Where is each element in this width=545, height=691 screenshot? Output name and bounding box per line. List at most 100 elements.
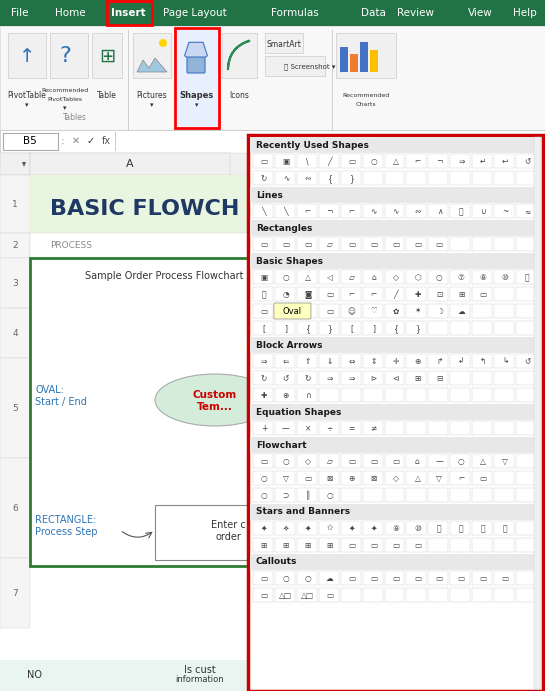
- Bar: [385, 371, 404, 385]
- Text: ○: ○: [282, 273, 289, 282]
- Text: ▭: ▭: [304, 474, 311, 483]
- Text: Basic Shapes: Basic Shapes: [256, 256, 323, 265]
- Bar: [0, 308, 30, 358]
- Text: ⊡: ⊡: [436, 290, 443, 299]
- Text: B5: B5: [23, 136, 37, 146]
- Bar: [319, 588, 338, 602]
- Bar: [341, 421, 361, 435]
- Bar: [253, 321, 273, 335]
- Bar: [516, 371, 536, 385]
- Bar: [407, 354, 426, 368]
- Text: ◇: ◇: [305, 457, 311, 466]
- Bar: [472, 321, 492, 335]
- Text: Rectangles: Rectangles: [256, 223, 312, 232]
- Bar: [128, 30, 129, 130]
- Bar: [472, 371, 492, 385]
- Bar: [407, 388, 426, 402]
- Bar: [385, 538, 404, 552]
- Text: tabase: tabase: [492, 325, 520, 334]
- Text: ↺: ↺: [524, 357, 530, 366]
- Bar: [450, 237, 470, 251]
- Text: ✕: ✕: [72, 136, 80, 146]
- Text: ≠: ≠: [371, 424, 377, 433]
- Text: Tables: Tables: [63, 113, 87, 122]
- Bar: [516, 538, 536, 552]
- Text: Recommended: Recommended: [41, 88, 89, 93]
- Text: ⇒: ⇒: [458, 157, 464, 166]
- Bar: [341, 237, 361, 251]
- Text: ✶: ✶: [414, 307, 421, 316]
- Text: ⌒: ⌒: [459, 207, 464, 216]
- Bar: [450, 538, 470, 552]
- Text: {: {: [393, 324, 398, 333]
- Text: ▽: ▽: [437, 474, 443, 483]
- Bar: [428, 521, 449, 535]
- Bar: [450, 171, 470, 185]
- Bar: [428, 204, 449, 218]
- Bar: [341, 204, 361, 218]
- Bar: [275, 287, 295, 301]
- Bar: [275, 321, 295, 335]
- Text: ▭: ▭: [304, 240, 311, 249]
- Bar: [341, 304, 361, 318]
- Text: ▭: ▭: [392, 574, 399, 583]
- Bar: [516, 454, 536, 468]
- Bar: [516, 521, 536, 535]
- Bar: [450, 204, 470, 218]
- Text: ⊞: ⊞: [261, 541, 267, 550]
- Text: ↵: ↵: [480, 157, 486, 166]
- Bar: [385, 521, 404, 535]
- Text: ▭: ▭: [348, 157, 355, 166]
- Bar: [362, 321, 383, 335]
- Bar: [250, 187, 541, 203]
- Bar: [362, 204, 383, 218]
- Text: ▭: ▭: [348, 240, 355, 249]
- Bar: [516, 270, 536, 284]
- Text: ▱: ▱: [305, 307, 311, 316]
- Bar: [494, 304, 514, 318]
- Bar: [407, 154, 426, 168]
- Bar: [275, 204, 295, 218]
- Text: ⑫: ⑫: [262, 290, 267, 299]
- Text: ▭: ▭: [261, 591, 268, 600]
- Text: ◇: ◇: [392, 273, 398, 282]
- Bar: [534, 137, 541, 689]
- Bar: [250, 404, 541, 420]
- Text: ▭: ▭: [326, 591, 334, 600]
- Text: ○: ○: [261, 474, 267, 483]
- Bar: [428, 154, 449, 168]
- Bar: [472, 287, 492, 301]
- Text: ◇: ◇: [392, 474, 398, 483]
- Text: —: —: [435, 457, 443, 466]
- Bar: [494, 204, 514, 218]
- Text: View: View: [468, 8, 492, 18]
- Bar: [450, 270, 470, 284]
- Text: △: △: [392, 157, 398, 166]
- Bar: [516, 588, 536, 602]
- Text: Data: Data: [361, 8, 385, 18]
- Bar: [341, 571, 361, 585]
- Bar: [253, 421, 273, 435]
- Bar: [340, 47, 348, 72]
- Text: Flowchart: Flowchart: [256, 440, 307, 450]
- Text: =: =: [348, 424, 355, 433]
- Text: ▱: ▱: [327, 240, 332, 249]
- Text: ⊕: ⊕: [414, 357, 421, 366]
- Text: 5: 5: [12, 404, 18, 413]
- Text: ▽: ▽: [283, 474, 289, 483]
- Text: }: }: [349, 174, 354, 183]
- Bar: [275, 471, 295, 485]
- Bar: [250, 437, 541, 453]
- Bar: [450, 471, 470, 485]
- Bar: [319, 154, 338, 168]
- Bar: [319, 421, 338, 435]
- Text: ▭: ▭: [414, 574, 421, 583]
- Bar: [341, 321, 361, 335]
- Bar: [50, 33, 88, 78]
- Bar: [516, 354, 536, 368]
- Bar: [275, 588, 295, 602]
- Text: ▭: ▭: [261, 574, 268, 583]
- Bar: [275, 421, 295, 435]
- Text: ⑫: ⑫: [437, 524, 441, 533]
- Bar: [428, 270, 449, 284]
